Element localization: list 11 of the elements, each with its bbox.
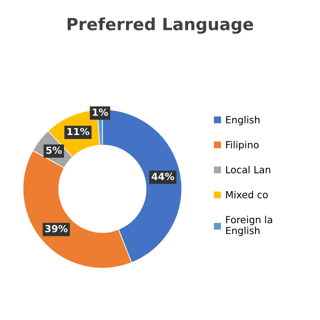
chart-title: Preferred Language bbox=[68, 17, 254, 34]
data-label: 44% bbox=[152, 172, 174, 180]
legend-label: Foreign la English bbox=[226, 216, 272, 236]
legend-label: English bbox=[226, 116, 260, 126]
legend-label: Mixed co bbox=[226, 190, 268, 198]
legend-label: Filipino bbox=[226, 140, 259, 150]
data-label: 39% bbox=[45, 224, 68, 232]
data-label: 5% bbox=[46, 146, 62, 154]
data-label: 11% bbox=[67, 128, 90, 136]
data-label: 1% bbox=[92, 108, 108, 116]
legend-label: Local Lan bbox=[226, 166, 270, 174]
